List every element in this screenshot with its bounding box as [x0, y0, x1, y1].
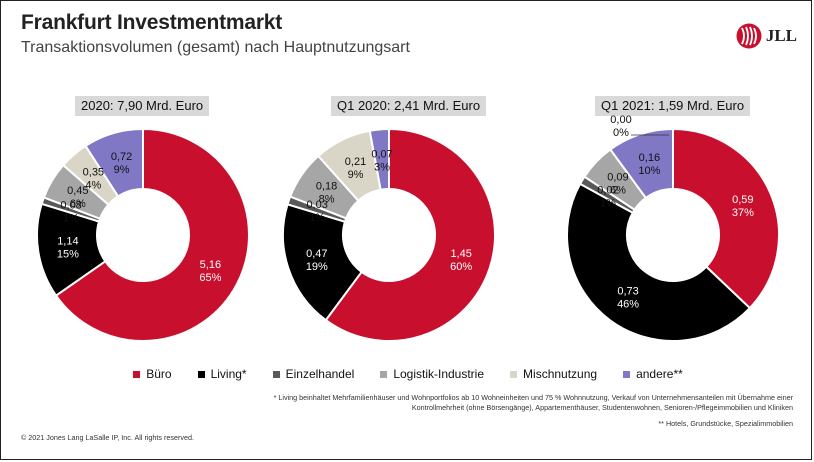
copyright: © 2021 Jones Lang LaSalle IP, Inc. All r…	[21, 433, 194, 442]
percent-label-1-einzelhandel: 1%	[309, 212, 325, 224]
percent-label-0-mischnutzung: 4%	[85, 179, 101, 191]
value-label-2-andere: 0,16	[639, 152, 660, 164]
legend-item-einzelhandel: Einzelhandel	[272, 367, 355, 381]
percent-label-1-mischnutzung: 9%	[348, 169, 364, 181]
percent-label-0-logistik-industrie: 6%	[70, 198, 86, 210]
percent-label-2-b-ro: 37%	[732, 207, 754, 219]
value-label-1-mischnutzung: 0,21	[345, 156, 366, 168]
legend-label-logistik-industrie: Logistik-Industrie	[393, 367, 485, 381]
percent-label-1-living: 19%	[306, 261, 328, 273]
jll-logo: JLL	[736, 23, 797, 49]
slice-2-b-ro	[672, 127, 780, 310]
legend-item-b-ro: Büro	[133, 367, 172, 381]
legend-swatch-living	[197, 370, 205, 378]
value-label-2-logistik-industrie: 0,09	[607, 172, 628, 184]
value-label-2-einzelhandel: 0,02	[597, 185, 618, 197]
legend-item-mischnutzung: Mischnutzung	[510, 367, 597, 381]
legend-swatch-einzelhandel	[272, 370, 280, 378]
value-label-1-b-ro: 1,45	[450, 248, 471, 260]
value-label-2-mischnutzung: 0,00	[610, 114, 631, 126]
legend-label-einzelhandel: Einzelhandel	[285, 367, 355, 381]
percent-label-1-b-ro: 60%	[450, 261, 472, 273]
legend-label-living: Living*	[210, 367, 247, 381]
percent-label-2-living: 46%	[617, 298, 639, 310]
legend-swatch-b-ro	[133, 370, 141, 378]
legend-swatch-logistik-industrie	[380, 370, 388, 378]
value-label-0-living: 1,14	[57, 236, 78, 248]
logo-text: JLL	[765, 26, 797, 45]
page-title: Frankfurt Investmentmarkt	[21, 11, 283, 34]
footnote-living: * Living beinhaltet Mehrfamilienhäuser u…	[273, 393, 793, 412]
slice-1-living	[282, 203, 363, 322]
percent-label-2-einzelhandel: 1%	[600, 198, 616, 210]
percent-label-1-andere: 3%	[374, 161, 390, 173]
percent-label-2-mischnutzung: 0%	[613, 127, 629, 139]
percent-label-0-einzelhandel: 1%	[63, 212, 79, 224]
value-label-0-einzelhandel: 0,08	[60, 199, 81, 211]
slice-2-living	[566, 182, 752, 342]
slice-1-andere	[368, 127, 390, 191]
value-label-1-logistik-industrie: 0,18	[316, 181, 337, 193]
slice-1-b-ro	[324, 127, 496, 342]
footnote-andere: ** Hotels, Grundstücke, Spezialimmobilie…	[658, 419, 793, 428]
chart-title-2020: 2020: 7,90 Mrd. Euro	[75, 96, 210, 116]
percent-label-0-living: 15%	[57, 249, 79, 261]
value-label-2-b-ro: 0,59	[732, 194, 753, 206]
legend: Büro Living* Einzelhandel Logistik-Industri…	[1, 367, 811, 381]
legend-item-logistik-industrie: Logistik-Industrie	[380, 367, 484, 381]
legend-swatch-mischnutzung	[510, 370, 518, 378]
value-label-0-logistik-industrie: 0,45	[67, 185, 88, 197]
jll-flame-icon	[736, 23, 762, 49]
chart-title-q1-2020: Q1 2020: 2,41 Mrd. Euro	[331, 96, 487, 116]
percent-label-0-b-ro: 65%	[199, 272, 221, 284]
value-label-1-andere: 0,07	[371, 148, 392, 160]
percent-label-2-andere: 10%	[638, 165, 660, 177]
page-subtitle: Transaktionsvolumen (gesamt) nach Hauptn…	[21, 39, 410, 56]
legend-item-living: Living*	[197, 367, 247, 381]
chart-title-q1-2021: Q1 2021: 1,59 Mrd. Euro	[595, 96, 751, 116]
value-label-1-living: 0,47	[306, 248, 327, 260]
percent-label-2-logistik-industrie: 6%	[610, 185, 626, 197]
slice-0-andere	[84, 127, 144, 198]
slice-0-b-ro	[54, 127, 250, 342]
percent-label-1-logistik-industrie: 8%	[319, 194, 335, 206]
value-label-0-mischnutzung: 0,35	[83, 166, 104, 178]
slice-2-andere	[608, 127, 674, 200]
legend-label-b-ro: Büro	[146, 367, 172, 381]
value-label-0-andere: 0,72	[111, 151, 132, 163]
value-label-0-b-ro: 5,16	[200, 259, 221, 271]
value-label-2-living: 0,73	[617, 285, 638, 297]
legend-label-mischnutzung: Mischnutzung	[523, 367, 598, 381]
value-label-1-einzelhandel: 0,03	[306, 199, 327, 211]
legend-item-andere: andere**	[623, 367, 683, 381]
legend-label-andere: andere**	[636, 367, 683, 381]
legend-swatch-andere	[623, 370, 631, 378]
percent-label-0-andere: 9%	[114, 164, 130, 176]
